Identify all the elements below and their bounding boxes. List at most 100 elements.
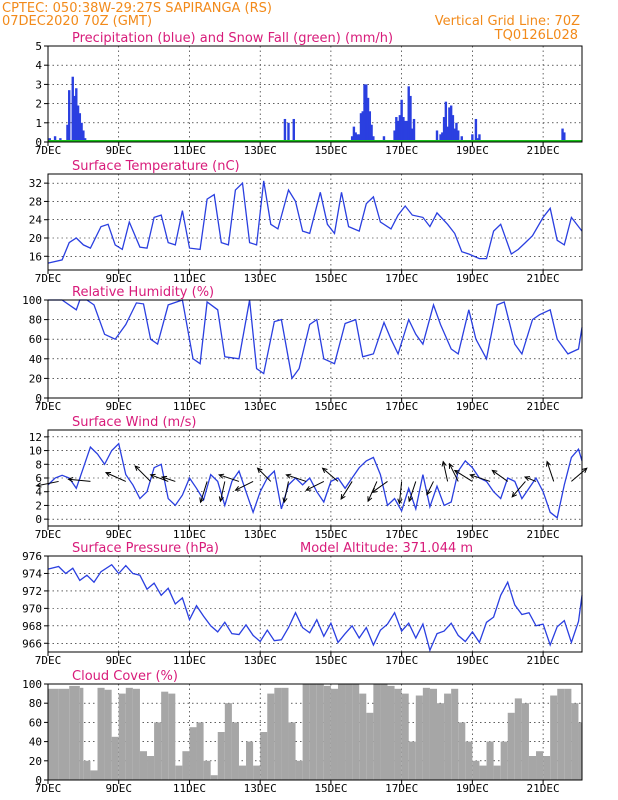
wind-xtick-label: 13DEC <box>244 528 277 541</box>
precip-bar <box>350 136 354 142</box>
precip-bar <box>382 136 386 142</box>
wind-line <box>47 442 583 519</box>
cloud-bar <box>83 760 91 780</box>
cloud-bar <box>323 685 331 780</box>
cloud-bar <box>514 698 522 780</box>
pressure-xtick-label: 17DEC <box>385 654 418 667</box>
humidity-xtick-label: 7DEC <box>35 400 62 413</box>
cloud-bar <box>444 693 452 780</box>
cloud-bar <box>415 695 423 780</box>
precip-xtick-label: 7DEC <box>35 144 62 157</box>
cloud-bar <box>267 693 275 780</box>
temperature-xtick-label: 21DEC <box>527 272 560 285</box>
wind-vector-head <box>448 462 454 469</box>
precip-bar <box>53 136 57 142</box>
cloud-bar <box>330 688 338 780</box>
precip-bar <box>402 117 405 142</box>
wind-vector-arrow <box>219 481 226 502</box>
wind-ytick-label: 4 <box>35 486 42 499</box>
pressure-title: Surface Pressure (hPa) <box>72 541 219 556</box>
cloud-bar <box>564 688 572 780</box>
humidity-xtick-label: 21DEC <box>527 400 560 413</box>
cloud-ytick-label: 0 <box>35 774 42 787</box>
cloud-bar <box>224 703 232 780</box>
cloud-bar <box>238 765 247 780</box>
cloud-bar <box>97 687 105 780</box>
run-code: TQ0126L028 <box>494 28 578 43</box>
wind-vector-head <box>453 469 460 475</box>
temperature-xtick-label: 7DEC <box>35 272 62 285</box>
wind-vector-head <box>218 496 224 503</box>
precip-xtick-label: 19DEC <box>456 144 489 157</box>
wind-vector-head <box>367 496 373 503</box>
cloud-xtick-label: 11DEC <box>173 782 206 795</box>
humidity-ytick-label: 100 <box>22 294 42 307</box>
cloud-bar <box>104 689 112 780</box>
precip-bar <box>372 136 375 142</box>
wind-vector-arrow <box>426 481 434 495</box>
precip-bar <box>446 126 449 142</box>
pressure-xtick-label: 13DEC <box>244 654 277 667</box>
precip-bar <box>287 122 290 142</box>
precip-bar <box>405 120 409 142</box>
cloud-bar <box>366 712 374 780</box>
pressure-xtick-label: 19DEC <box>456 654 489 667</box>
wind-vector-arrow <box>134 465 151 482</box>
wind-vector-arrow <box>448 463 459 482</box>
temperature-xtick-label: 13DEC <box>244 272 277 285</box>
pressure-xtick-label: 11DEC <box>173 654 206 667</box>
precip-bar <box>75 88 78 142</box>
precip-title: Precipitation (blue) and Snow Fall (gree… <box>72 31 393 46</box>
wind-vector-head <box>234 485 241 491</box>
precip-bar <box>407 86 410 142</box>
wind-vector-head <box>408 496 414 503</box>
pressure-xtick-label: 9DEC <box>105 654 132 667</box>
panel-humidity: 0 20 40 60 80 100 7DEC 9DEC 11DEC 13DEC 15DEC 17DEC… <box>22 285 583 413</box>
precip-ytick-label: 1 <box>35 117 42 130</box>
precip-bar <box>365 84 368 142</box>
panel-cloud: 0 20 40 60 80 100 7DEC 9DEC 11DEC 13DEC 15DEC 17DEC… <box>22 669 583 795</box>
cloud-ytick-label: 100 <box>22 678 42 691</box>
wind-vector-arrow <box>322 467 339 482</box>
precip-bar <box>403 120 407 142</box>
wind-vector-arrow <box>219 474 240 482</box>
wind-vector-arrow <box>105 472 127 482</box>
temperature-ytick-label: 28 <box>29 195 42 208</box>
precip-bar <box>71 76 74 142</box>
cloud-xtick-label: 21DEC <box>527 782 560 795</box>
precip-ytick-label: 2 <box>35 98 42 111</box>
precip-bar <box>449 105 453 142</box>
precip-bar <box>439 134 442 142</box>
precip-xtick-label: 15DEC <box>314 144 347 157</box>
precip-ytick-label: 0 <box>35 136 42 149</box>
precip-bar <box>400 99 403 142</box>
cloud-ytick-label: 40 <box>29 736 42 749</box>
pressure-ytick-label: 972 <box>22 585 42 598</box>
wind-xtick-label: 11DEC <box>173 528 206 541</box>
cloud-bar <box>132 688 140 780</box>
wind-vector-arrow <box>442 461 449 482</box>
precip-bar <box>361 111 364 142</box>
temperature-xtick-label: 15DEC <box>314 272 347 285</box>
cloud-bar <box>458 722 466 780</box>
cloud-bar <box>79 687 84 780</box>
cloud-bar <box>500 741 508 780</box>
wind-vector-head <box>340 494 346 501</box>
humidity-xtick-label: 9DEC <box>105 400 132 413</box>
cloud-bar <box>550 695 558 780</box>
cloud-ytick-label: 60 <box>29 716 42 729</box>
pressure-ytick-label: 970 <box>22 602 42 615</box>
cloud-bar <box>217 732 225 780</box>
wind-vector-arrow <box>408 481 417 502</box>
precip-bar <box>82 130 85 142</box>
wind-xtick-label: 19DEC <box>456 528 489 541</box>
cloud-bar <box>125 687 133 780</box>
cloud-bar <box>111 736 119 780</box>
humidity-ytick-label: 40 <box>29 353 42 366</box>
cloud-bar <box>182 751 190 780</box>
wind-vector-head <box>35 482 42 488</box>
cloud-bar <box>451 688 459 780</box>
precip-bar <box>73 95 76 142</box>
wind-vector-head <box>149 473 156 479</box>
cloud-bar <box>479 765 487 780</box>
